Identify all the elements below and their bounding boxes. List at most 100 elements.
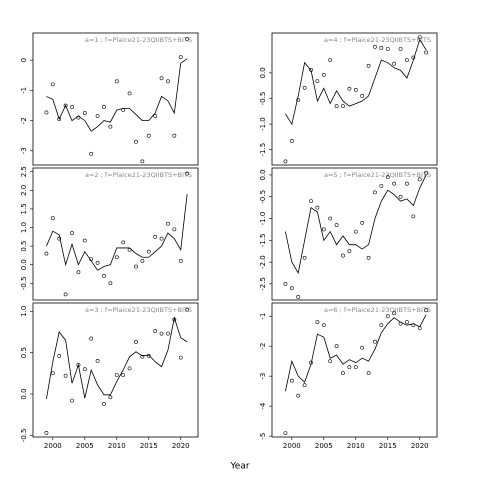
- data-point: [185, 171, 190, 176]
- data-point: [121, 240, 126, 245]
- data-point: [321, 73, 326, 77]
- data-point: [334, 104, 339, 109]
- data-point: [95, 114, 100, 118]
- data-point: [95, 260, 100, 265]
- panel-frame: [271, 32, 438, 166]
- x-tick-label: 2015: [140, 442, 158, 450]
- data-point: [392, 311, 397, 316]
- y-tick-label: 1.0: [20, 222, 28, 233]
- y-tick-label: -1.5: [259, 143, 267, 157]
- data-point: [353, 365, 358, 370]
- data-point: [289, 286, 294, 291]
- data-point: [57, 236, 62, 241]
- x-tick-label: 2000: [44, 442, 62, 450]
- data-point: [341, 104, 345, 109]
- data-point: [82, 367, 87, 372]
- data-point: [405, 320, 409, 325]
- data-point: [76, 270, 81, 275]
- data-point: [146, 354, 151, 358]
- data-point: [153, 114, 158, 118]
- fit-line: [46, 316, 188, 400]
- data-point: [134, 264, 138, 269]
- y-tick-label: -1.0: [259, 212, 267, 226]
- y-tick-label: -0.5: [259, 92, 267, 106]
- data-point: [347, 365, 352, 370]
- y-tick-label: 1.0: [20, 306, 28, 317]
- data-point: [114, 79, 119, 84]
- data-point: [159, 236, 164, 241]
- data-point: [178, 355, 183, 360]
- data-point: [134, 339, 138, 344]
- data-point: [108, 281, 113, 286]
- data-point: [44, 430, 49, 435]
- data-point: [172, 133, 177, 138]
- data-point: [341, 371, 345, 376]
- data-point: [373, 190, 377, 195]
- data-point: [296, 295, 301, 299]
- y-tick-label: 0.5: [20, 241, 28, 252]
- y-tick-label: -0.5: [20, 276, 28, 290]
- data-point: [360, 345, 365, 350]
- data-point: [102, 105, 106, 109]
- data-point: [385, 175, 390, 180]
- data-point: [289, 378, 294, 383]
- data-point: [134, 139, 138, 144]
- data-point: [172, 227, 177, 232]
- data-point: [315, 205, 320, 210]
- y-tick-label: -2: [259, 343, 267, 350]
- data-point: [70, 398, 74, 403]
- data-point: [398, 46, 403, 51]
- data-point: [347, 86, 352, 91]
- data-point: [379, 45, 384, 50]
- data-point: [108, 124, 113, 129]
- data-point: [153, 234, 158, 239]
- x-tick-label: 2020: [172, 442, 190, 450]
- data-point: [166, 221, 170, 226]
- data-point: [146, 249, 151, 254]
- data-point: [373, 339, 377, 344]
- y-tick-label: -4: [259, 402, 267, 410]
- data-point: [185, 37, 190, 41]
- data-point: [328, 58, 333, 63]
- data-point: [392, 61, 397, 66]
- data-point: [347, 249, 352, 254]
- data-point: [366, 371, 371, 376]
- data-point: [315, 79, 320, 83]
- data-point: [385, 314, 390, 319]
- data-point: [114, 373, 119, 377]
- data-point: [411, 214, 416, 219]
- data-point: [302, 255, 307, 260]
- data-point: [424, 170, 429, 175]
- data-point: [296, 98, 301, 102]
- y-tick-label: -1: [259, 313, 267, 320]
- data-point: [178, 259, 183, 263]
- data-point: [302, 85, 307, 90]
- fit-line: [285, 174, 427, 275]
- data-point: [379, 323, 384, 328]
- panel-title: a=3 ; f=Plaice21-23QIIBTS+BITS: [85, 306, 192, 314]
- panel-title: a=6 ; f=Plaice21-23QIIBTS+BITS: [324, 306, 431, 314]
- data-point: [334, 344, 339, 349]
- data-point: [417, 35, 422, 39]
- x-tick-label: 2005: [76, 442, 94, 450]
- y-tick-label: 0.0: [259, 67, 267, 78]
- data-point: [57, 117, 62, 121]
- data-point: [108, 395, 113, 400]
- data-point: [353, 87, 358, 92]
- data-point: [360, 94, 365, 98]
- data-point: [321, 323, 326, 328]
- x-tick-label: 2010: [108, 442, 126, 450]
- data-point: [50, 216, 55, 221]
- data-point: [353, 229, 358, 234]
- y-tick-label: -0.5: [259, 190, 267, 204]
- data-point: [114, 255, 119, 260]
- fit-line: [285, 314, 427, 392]
- data-point: [82, 238, 87, 243]
- data-point: [283, 431, 288, 436]
- data-point: [50, 371, 55, 376]
- data-point: [140, 159, 145, 164]
- data-point: [63, 103, 68, 108]
- data-point: [127, 91, 132, 96]
- data-point: [153, 329, 158, 334]
